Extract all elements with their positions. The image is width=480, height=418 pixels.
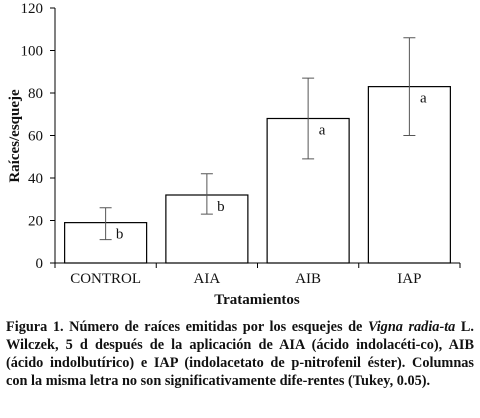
error-bars [99, 37, 416, 241]
y-tick-label: 120 [21, 1, 44, 17]
y-ticks: 0 20 40 60 80 100 120 [21, 1, 55, 272]
significance-letter: a [420, 91, 427, 107]
bar-chart: 0 20 40 60 80 100 120 b b a a CONTROL AIA AIB IAP Tr… [7, 1, 461, 308]
x-category-label: IAP [397, 271, 421, 287]
x-category-label: AIA [194, 271, 221, 287]
significance-letter: b [217, 199, 225, 215]
x-category-label: CONTROL [70, 271, 141, 287]
x-category-labels: CONTROL AIA AIB IAP [70, 271, 421, 287]
y-tick-label: 40 [28, 171, 43, 187]
caption-rest: L. Wilczek, 5 d después de la aplicación… [6, 319, 475, 389]
y-axis-label: Raíces/esqueje [7, 89, 23, 183]
y-tick-label: 20 [28, 214, 43, 230]
y-tick-label: 60 [28, 129, 43, 145]
caption-lead: Figura 1. Número de raíces emitidas por … [6, 319, 368, 335]
y-tick-label: 100 [21, 44, 44, 60]
x-axis-label: Tratamientos [214, 292, 300, 308]
x-ticks [54, 263, 461, 268]
y-tick-label: 80 [28, 86, 43, 102]
bars [64, 86, 451, 264]
significance-letter: b [116, 227, 124, 243]
significance-letters: b b a a [116, 91, 427, 243]
significance-letter: a [319, 123, 326, 139]
figure-caption: Figura 1. Número de raíces emitidas por … [6, 318, 474, 390]
y-tick-label: 0 [36, 256, 44, 272]
x-category-label: AIB [295, 271, 321, 287]
caption-species: Vigna radia-ta [367, 319, 456, 335]
